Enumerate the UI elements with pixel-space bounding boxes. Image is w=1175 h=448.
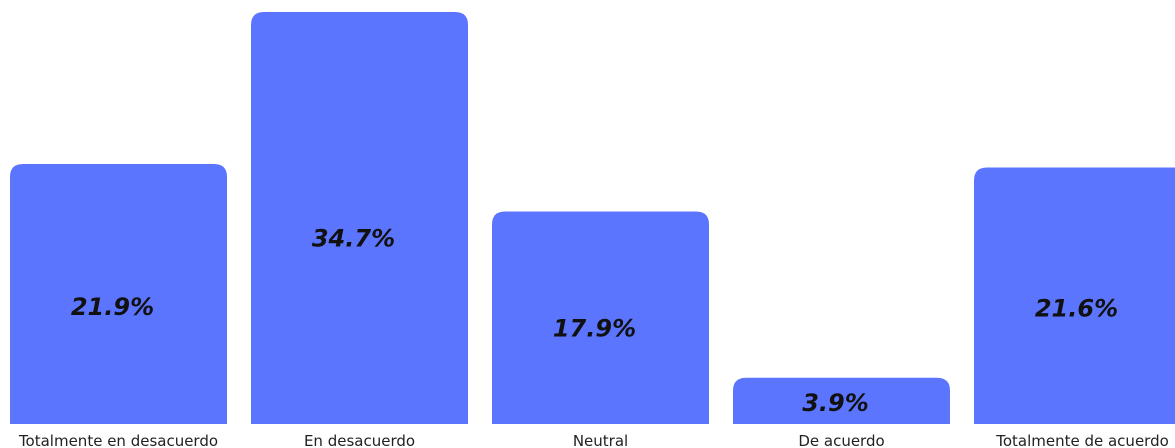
category-label-2: En desacuerdo [304, 432, 415, 448]
bar-4 [733, 377, 950, 424]
data-label-3: 17.9% [553, 314, 636, 342]
category-label-3: Neutral [573, 432, 628, 448]
bar-1 [10, 163, 227, 425]
bar-2 [251, 12, 468, 424]
bar-3 [492, 211, 709, 424]
category-label-5: Totalmente de acuerdo [995, 432, 1169, 448]
category-label-1: Totalmente en desacuerdo [18, 432, 218, 448]
data-label-5: 21.6% [1035, 295, 1118, 323]
data-label-1: 21.9% [71, 293, 154, 321]
category-label-4: De acuerdo [798, 432, 884, 448]
data-label-2: 34.7% [312, 225, 395, 253]
data-label-4: 3.9% [802, 389, 869, 417]
bar-5 [974, 167, 1175, 424]
